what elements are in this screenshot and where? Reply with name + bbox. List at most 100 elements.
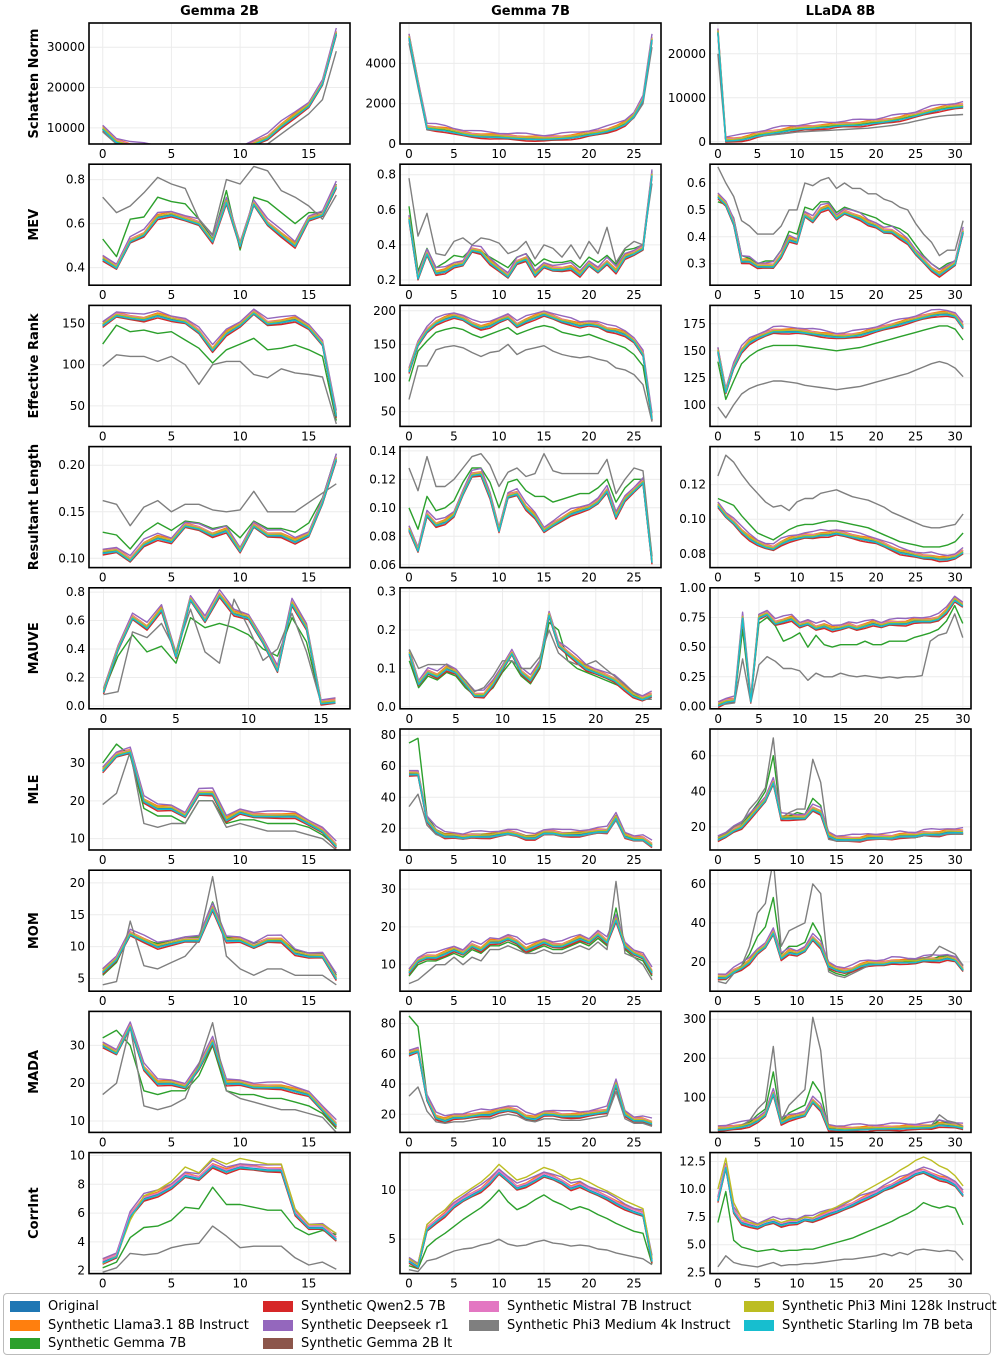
x-tick-label: 0 [714,288,722,302]
x-tick-label: 10 [232,429,247,443]
x-tick-label: 30 [948,571,963,585]
series-line-synthetic-starling-lm-7b-beta [717,314,964,394]
series-line-synthetic-phi3-medium-4k-instruct [717,737,964,842]
x-tick-label: 0 [405,288,413,302]
x-tick-label: 15 [301,1277,316,1290]
row-title: Schatten Norm [27,29,42,139]
y-tick-label: 20 [381,821,396,835]
y-tick-label: 0.50 [679,640,706,654]
series-line-synthetic-phi3-medium-4k-instruct [408,880,653,985]
x-tick-label: 15 [536,1277,551,1290]
panel-mom-gemma-7b: 0 5 10 15 20 25 10 20 30 [381,869,662,1008]
x-tick-label: 0 [714,1135,722,1149]
y-tick-label: 40 [691,784,706,798]
panel-mev-gemma-2b: 0 5 10 15 0.4 0.6 0.8 [66,163,351,302]
series-line-synthetic-mistral-7b-instruct [102,593,336,703]
x-tick-label: 0 [99,1135,107,1149]
series-line-synthetic-gemma-7b [102,32,337,144]
legend-swatch [10,1319,40,1331]
y-tick-label: 0.2 [377,623,396,637]
panel-corrint-llada-8b: 0 5 10 15 20 25 30 2.5 5.0 7.5 10.0 12.5 [679,1151,972,1290]
x-tick-label: 0 [714,571,722,585]
row-title: MAUVE [27,622,42,674]
series-group [102,308,337,425]
column-title: Gemma 2B [180,4,259,19]
y-tick-label: 30000 [47,40,85,54]
x-tick-label: 20 [581,288,596,302]
y-tick-label: 0.4 [66,261,85,275]
legend-swatch [744,1300,774,1312]
x-tick-label: 10 [232,994,247,1008]
y-tick-label: 0.08 [679,547,706,561]
series-line-synthetic-starling-lm-7b-beta [102,186,337,269]
x-tick-label: 15 [301,1135,316,1149]
y-tick-label: 50 [70,399,85,413]
x-tick-label: 5 [754,853,762,867]
x-tick-label: 0 [99,994,107,1008]
series-line-synthetic-mistral-7b-instruct [408,1170,653,1266]
x-tick-label: 15 [536,147,551,161]
series-group [408,737,653,849]
y-tick-label: 40 [381,1077,396,1091]
series-line-synthetic-starling-lm-7b-beta [102,33,337,144]
series-line-synthetic-llama3-1-8b-instruct [408,310,653,417]
x-tick-label: 20 [581,1135,596,1149]
series-line-synthetic-starling-lm-7b-beta [408,919,653,974]
series-line-synthetic-gemma-7b [102,324,337,421]
plot-frame [399,728,662,851]
legend-item: Synthetic Phi3 Medium 4k Instruct [469,1316,730,1334]
series-line-synthetic-starling-lm-7b-beta [102,595,336,705]
series-line-synthetic-qwen2-5-7b [102,35,337,144]
x-tick-label: 20 [868,288,883,302]
series-group [102,1157,337,1273]
x-tick-label: 5 [450,853,458,867]
x-tick-label: 25 [908,1135,923,1149]
series-line-synthetic-phi3-mini-128k-instruct [102,457,337,561]
x-tick-label: 5 [168,429,176,443]
x-tick-label: 10 [789,853,804,867]
x-tick-label: 10 [232,288,247,302]
series-line-synthetic-phi3-medium-4k-instruct [102,354,337,425]
column-title: LLaDA 8B [806,4,876,19]
y-tick-label: 0.6 [66,614,85,628]
panel-resultant-length-llada-8b: 0 5 10 15 20 25 30 0.08 0.10 0.12 [679,445,972,585]
series-line-synthetic-gemma-7b [408,1189,653,1270]
panel-schatten-norm-llada-8b: 0 5 10 15 20 25 30 0 10000 20000 [668,22,972,161]
x-tick-label: 25 [626,147,641,161]
x-tick-label: 20 [868,429,883,443]
plot-frame [709,163,972,286]
x-tick-label: 10 [232,1135,247,1149]
series-line-synthetic-phi3-medium-4k-instruct [717,1248,964,1268]
series-line-synthetic-phi3-medium-4k-instruct [718,613,964,706]
x-tick-label: 20 [581,147,596,161]
x-tick-label: 10 [232,571,247,585]
x-tick-label: 10 [789,1135,804,1149]
series-line-synthetic-deepseek-r1 [717,1162,964,1225]
y-tick-label: 0.4 [377,238,396,252]
y-tick-label: 20 [381,1107,396,1121]
x-tick-label: 15 [829,1135,844,1149]
legend-label: Synthetic Gemma 7B [48,1335,187,1351]
x-tick-label: 10 [232,1277,247,1290]
panel-corrint-gemma-2b: 0 5 10 15 2 4 6 8 10 [70,1148,351,1290]
series-line-synthetic-starling-lm-7b-beta [102,459,337,562]
y-tick-label: 150 [62,317,85,331]
series-group [408,33,653,143]
series-line-synthetic-gemma-2b-it [102,187,337,270]
x-tick-label: 5 [450,429,458,443]
series-group [102,589,336,706]
legend-item: Synthetic Phi3 Mini 128k Instruct [744,1297,997,1315]
series-line-synthetic-starling-lm-7b-beta [408,773,653,847]
x-tick-label: 5 [168,147,176,161]
y-tick-label: 20 [70,1076,85,1090]
series-line-synthetic-starling-lm-7b-beta [717,505,964,561]
series-line-synthetic-gemma-2b-it [102,34,337,144]
x-tick-label: 25 [626,571,641,585]
y-tick-label: 0.1 [377,661,396,675]
series-line-synthetic-phi3-mini-128k-instruct [408,35,653,139]
series-line-synthetic-llama3-1-8b-instruct [408,916,653,971]
series-line-synthetic-deepseek-r1 [717,927,964,975]
y-tick-label: 100 [373,371,396,385]
x-tick-label: 10 [241,712,256,726]
x-tick-label: 5 [450,288,458,302]
